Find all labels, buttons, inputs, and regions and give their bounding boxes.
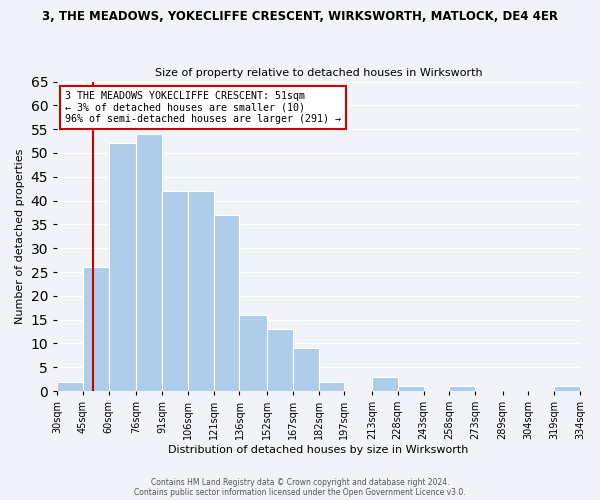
Bar	[83, 267, 109, 391]
Text: 3 THE MEADOWS YOKECLIFFE CRESCENT: 51sqm
← 3% of detached houses are smaller (10: 3 THE MEADOWS YOKECLIFFE CRESCENT: 51sqm…	[65, 91, 341, 124]
Bar	[372, 377, 398, 391]
Bar	[162, 191, 188, 391]
Bar	[267, 329, 293, 391]
Bar	[449, 386, 475, 391]
Bar	[136, 134, 162, 391]
Text: Contains HM Land Registry data © Crown copyright and database right 2024.
Contai: Contains HM Land Registry data © Crown c…	[134, 478, 466, 497]
Bar	[109, 144, 136, 391]
Bar	[188, 191, 214, 391]
Bar	[319, 382, 344, 391]
Title: Size of property relative to detached houses in Wirksworth: Size of property relative to detached ho…	[155, 68, 482, 78]
Bar	[293, 348, 319, 391]
Bar	[57, 382, 83, 391]
Bar	[398, 386, 424, 391]
Y-axis label: Number of detached properties: Number of detached properties	[15, 148, 25, 324]
Bar	[554, 386, 580, 391]
Text: 3, THE MEADOWS, YOKECLIFFE CRESCENT, WIRKSWORTH, MATLOCK, DE4 4ER: 3, THE MEADOWS, YOKECLIFFE CRESCENT, WIR…	[42, 10, 558, 23]
Bar	[214, 215, 239, 391]
Bar	[239, 315, 267, 391]
X-axis label: Distribution of detached houses by size in Wirksworth: Distribution of detached houses by size …	[169, 445, 469, 455]
